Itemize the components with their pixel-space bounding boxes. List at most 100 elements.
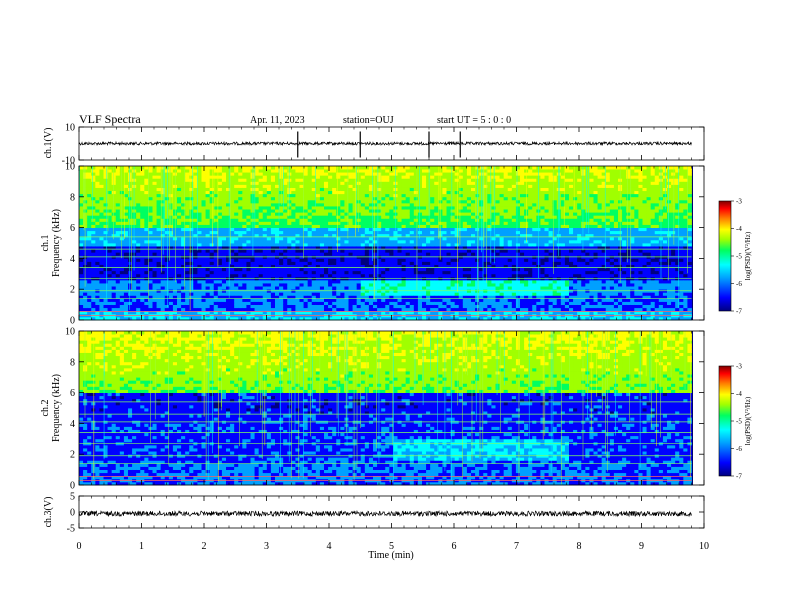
spectrogram-cell: [115, 218, 121, 222]
spectrogram-cell: [91, 218, 96, 222]
spectrogram-cell: [466, 233, 472, 238]
spectrogram-cell: [213, 252, 219, 256]
spectrogram-cell: [291, 304, 296, 309]
spectrogram-cell: [401, 292, 407, 296]
spectrogram-cell: [221, 196, 227, 201]
spectrogram-cell: [303, 316, 309, 321]
spectrogram-cell: [356, 304, 362, 309]
spectrogram-cell: [205, 181, 211, 185]
spectrogram-cell: [454, 215, 460, 219]
spectrogram-cell: [262, 267, 268, 272]
spectrogram-cell: [446, 172, 451, 176]
spectrogram-cell: [352, 273, 358, 278]
spectrogram-cell: [352, 227, 358, 232]
spectrogram-cell: [332, 261, 337, 265]
spectrogram-cell: [348, 196, 353, 201]
spectrogram-cell: [307, 212, 313, 216]
spectrogram-cell: [205, 233, 211, 238]
spectrogram-cell: [226, 227, 231, 232]
spectrogram-cell: [426, 184, 431, 188]
spectrogram-cell: [136, 175, 141, 179]
spectrogram-cell: [389, 264, 394, 269]
spectrogram-cell: [254, 286, 260, 290]
spectrogram-cell: [283, 187, 288, 192]
spectrogram-cell: [283, 224, 288, 228]
spectrogram-cell: [466, 175, 472, 179]
spectrogram-cell: [348, 212, 353, 216]
spectrogram-cell: [177, 218, 182, 222]
spectrogram-cell: [238, 190, 243, 195]
spectrogram-cell: [128, 202, 133, 207]
spectrogram-cell: [401, 224, 407, 228]
spectrogram-cell: [79, 243, 84, 247]
spectrogram-cell: [307, 236, 313, 241]
spectrogram-cell: [409, 267, 415, 272]
spectrogram-cell: [266, 292, 272, 296]
spectrogram-cell: [238, 267, 243, 272]
spectrogram-cell: [409, 193, 415, 198]
spectrogram-cell: [226, 307, 231, 312]
spectrogram-cell: [385, 286, 390, 290]
spectrogram-cell: [417, 258, 423, 262]
spectrogram-cell: [364, 202, 370, 207]
spectrogram-cell: [148, 209, 153, 213]
spectrogram-cell: [250, 273, 255, 278]
spectrogram-cell: [152, 215, 157, 219]
spectrogram-cell: [413, 258, 419, 262]
spectrogram-cell: [413, 316, 419, 321]
spectrogram-cell: [275, 279, 280, 284]
spectrogram-cell: [128, 172, 133, 176]
spectrogram-cell: [262, 298, 268, 302]
spectrogram-cell: [91, 172, 96, 176]
spectrogram-cell: [144, 190, 149, 195]
spectrogram-cell: [450, 166, 456, 170]
spectrogram-cell: [434, 184, 439, 188]
spectrogram-cell: [201, 270, 206, 275]
spectrogram-cell: [181, 286, 186, 290]
spectrogram-cell: [368, 187, 374, 192]
spectrogram-cell: [381, 270, 386, 275]
spectrogram-cell: [450, 175, 456, 179]
spectrogram-cell: [279, 221, 284, 225]
spectrogram-cell: [291, 224, 296, 228]
spectrogram-cell: [168, 212, 174, 216]
spectrogram-cell: [430, 206, 435, 210]
spectrogram-cell: [450, 209, 456, 213]
spectrogram-cell: [328, 279, 333, 284]
spectrogram-cell: [234, 279, 239, 284]
spectrogram-cell: [344, 298, 349, 302]
spectrogram-cell: [275, 215, 280, 219]
spectrogram-cell: [458, 270, 464, 275]
spectrogram-cell: [405, 295, 411, 299]
spectrogram-cell: [103, 236, 108, 241]
spectrogram-cell: [181, 279, 186, 284]
spectrogram-cell: [405, 224, 411, 228]
spectrogram-cell: [119, 298, 125, 302]
spectrogram-cell: [389, 236, 394, 241]
spectrogram-cell: [258, 166, 264, 170]
spectrogram-cell: [373, 175, 378, 179]
spectrogram-cell: [262, 279, 268, 284]
spectrogram-cell: [156, 184, 162, 188]
spectrogram-cell: [115, 246, 121, 250]
spectrogram-cell: [442, 190, 447, 195]
spectrogram-cell: [462, 249, 468, 253]
spectrogram-cell: [119, 310, 125, 315]
spectrogram-cell: [426, 209, 431, 213]
spectrogram-cell: [103, 283, 108, 287]
spectrogram-cell: [168, 202, 174, 207]
spectrogram-cell: [364, 295, 370, 299]
spectrogram-cell: [258, 202, 264, 207]
spectrogram-cell: [364, 316, 370, 321]
spectrogram-cell: [479, 252, 484, 256]
spectrogram-cell: [152, 230, 157, 235]
spectrogram-cell: [332, 178, 337, 182]
spectrogram-cell: [242, 310, 247, 315]
spectrogram-cell: [324, 261, 329, 265]
spectrogram-cell: [356, 310, 362, 315]
spectrogram-cell: [483, 209, 488, 213]
spectrogram-cell: [426, 264, 431, 269]
spectrogram-cell: [283, 258, 288, 262]
spectrogram-cell: [458, 218, 464, 222]
spectrogram-cell: [344, 212, 349, 216]
